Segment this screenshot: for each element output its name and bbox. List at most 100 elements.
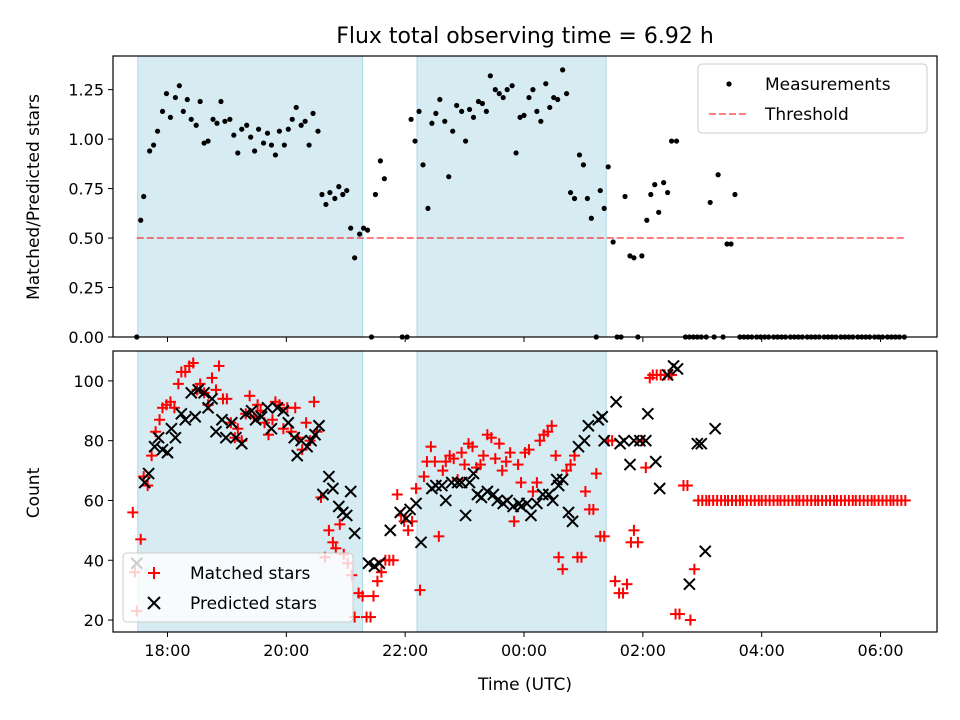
measurement-point-24 <box>235 150 241 156</box>
measurement-point-9 <box>172 94 178 101</box>
matched-star-point-71 <box>391 488 403 500</box>
measurement-point-68 <box>433 110 439 116</box>
predicted-star-point-41 <box>326 482 340 495</box>
matched-star-point-29 <box>232 423 244 435</box>
predicted-star-point-16 <box>205 392 219 406</box>
measurement-point-74 <box>459 108 465 115</box>
matched-star-point-53 <box>323 524 335 536</box>
measurement-point-53 <box>357 231 363 237</box>
predicted-star-point-38 <box>312 419 326 432</box>
measurement-point-98 <box>560 67 566 73</box>
predicted-star-point-14 <box>197 386 211 400</box>
measurement-point-104 <box>584 195 590 202</box>
x-tick-label: 18:00 <box>144 641 190 660</box>
matched-star-point-114 <box>553 551 565 563</box>
measurement-point-119 <box>648 191 654 198</box>
measurement-point-59 <box>381 176 387 182</box>
matched-star-point-66 <box>371 575 383 587</box>
matched-star-point-129 <box>609 575 621 587</box>
measurement-point-109 <box>605 164 611 170</box>
measurement-point-79 <box>479 100 486 107</box>
predicted-star-point-52 <box>399 512 413 525</box>
matched-star-point-113 <box>550 450 562 462</box>
measurement-point-10 <box>176 83 182 89</box>
matched-star-point-13 <box>172 378 184 390</box>
predicted-star-point-17 <box>209 425 223 438</box>
matched-star-point-70 <box>387 554 399 566</box>
y-tick-label: 80 <box>84 432 104 451</box>
measurement-point-95 <box>547 104 553 111</box>
measurement-point-65 <box>420 162 426 168</box>
matched-star-point-34 <box>252 399 264 411</box>
x-tick-label: 20:00 <box>263 641 309 660</box>
measurement-point-4 <box>151 142 157 148</box>
measurement-point-105 <box>588 215 594 221</box>
measurement-point-30 <box>260 140 267 146</box>
measurement-point-70 <box>442 118 448 124</box>
predicted-star-point-102 <box>653 482 666 495</box>
matched-star-point-146 <box>674 608 685 620</box>
predicted-star-point-61 <box>451 476 464 489</box>
measurement-point-2 <box>141 193 147 200</box>
matched-star-point-80 <box>425 441 437 453</box>
y-tick-label: 1.25 <box>68 81 104 100</box>
matched-star-point-86 <box>448 453 460 465</box>
bottom-plot-marks <box>127 357 911 626</box>
measurement-point-107 <box>597 187 603 194</box>
predicted-star-point-1 <box>138 476 151 489</box>
matched-star-point-15 <box>179 366 191 378</box>
measurement-point-49 <box>340 191 346 198</box>
matched-star-point-93 <box>474 459 486 471</box>
measurement-point-57 <box>372 191 379 198</box>
bottom-y-axis-label: Count <box>24 467 44 518</box>
predicted-star-point-76 <box>520 497 534 510</box>
predicted-star-point-63 <box>459 509 472 522</box>
matched-star-point-65 <box>367 590 379 602</box>
measurement-point-45 <box>323 201 329 208</box>
measurement-point-89 <box>521 112 527 118</box>
matched-star-point-137 <box>640 462 652 474</box>
measurement-point-39 <box>298 122 304 128</box>
measurement-point-43 <box>315 128 321 134</box>
measurement-point-8 <box>167 114 174 120</box>
matched-star-point-115 <box>557 563 569 575</box>
measurement-point-125 <box>673 138 680 144</box>
predicted-star-point-75 <box>514 500 528 513</box>
predicted-star-point-23 <box>239 407 252 420</box>
matched-star-point-88 <box>456 447 468 459</box>
measurement-point-72 <box>450 128 456 134</box>
predicted-star-point-92 <box>598 434 611 447</box>
measurement-point-122 <box>661 180 667 186</box>
measurement-point-51 <box>348 225 354 231</box>
predicted-star-point-28 <box>265 422 278 435</box>
matched-star-point-124 <box>590 468 602 480</box>
measurement-point-33 <box>272 152 279 158</box>
measurement-point-76 <box>466 106 473 113</box>
predicted-star-point-39 <box>316 488 330 501</box>
measurement-point-47 <box>332 195 338 202</box>
matched-star-point-132 <box>621 578 633 590</box>
measurement-point-81 <box>487 73 493 79</box>
measurement-point-117 <box>639 253 645 259</box>
matched-star-point-107 <box>527 486 539 497</box>
matched-star-point-102 <box>508 515 520 527</box>
measurement-point-73 <box>454 102 460 109</box>
x-tick-label: 06:00 <box>857 641 903 660</box>
predicted-star-point-106 <box>683 577 696 591</box>
measurement-point-21 <box>222 118 228 124</box>
measurement-point-91 <box>530 87 536 93</box>
legend-predicted-label: Predicted stars <box>190 594 317 614</box>
matched-star-point-126 <box>598 530 610 542</box>
measurement-point-80 <box>483 108 489 115</box>
measurement-point-103 <box>580 162 587 168</box>
measurement-point-1 <box>138 217 144 223</box>
predicted-star-point-12 <box>188 410 202 423</box>
y-tick-label: 100 <box>73 372 104 391</box>
shaded-interval-1 <box>137 55 364 338</box>
measurement-point-66 <box>425 205 431 211</box>
measurement-point-96 <box>551 94 557 101</box>
y-tick-label: 1.00 <box>68 130 104 149</box>
chart-title: Flux total observing time = 6.92 h <box>336 24 714 49</box>
predicted-star-point-6 <box>161 446 174 459</box>
